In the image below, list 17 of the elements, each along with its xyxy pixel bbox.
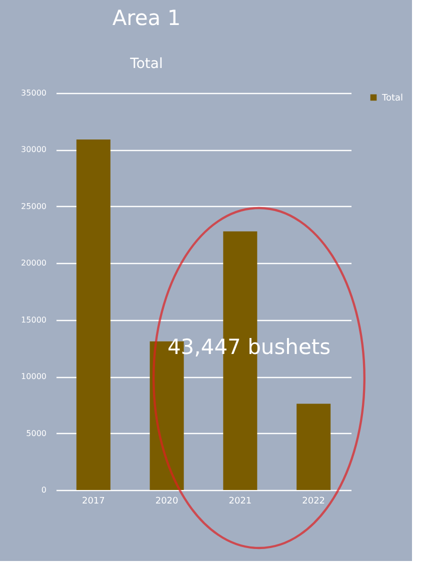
y-tick-label: 35000: [21, 88, 46, 98]
x-tick-label: 2021: [228, 496, 252, 506]
bar: [76, 140, 110, 490]
y-tick-label: 0: [41, 486, 46, 494]
legend-label: Total: [381, 94, 404, 104]
chart-subtitle: Total: [129, 56, 163, 72]
y-tick-label: 5000: [26, 428, 46, 438]
y-tick-label: 30000: [21, 145, 46, 154]
y-tick-label: 15000: [21, 315, 46, 324]
y-tick-label: 20000: [21, 258, 46, 268]
x-tick-label: 2017: [82, 496, 105, 506]
y-tick-label: 10000: [21, 372, 46, 382]
x-tick-label: 2022: [302, 496, 326, 506]
bar: [296, 404, 331, 490]
chart-title: Area 1: [112, 6, 181, 30]
x-tick-label: 2020: [155, 496, 179, 506]
y-tick-label: 25000: [21, 202, 46, 211]
